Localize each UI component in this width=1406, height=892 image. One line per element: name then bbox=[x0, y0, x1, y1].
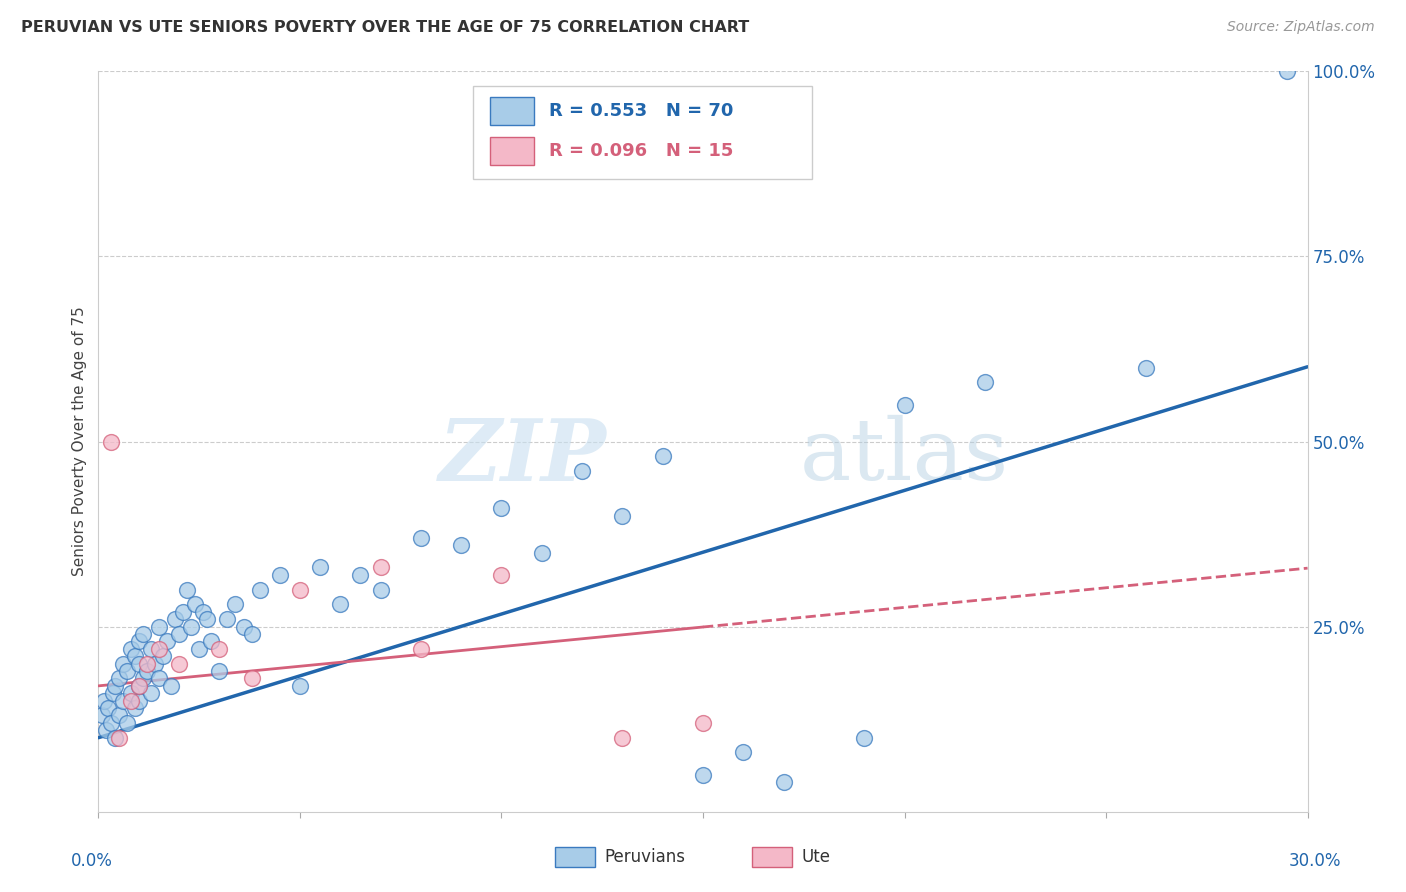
Point bbox=[128, 694, 150, 708]
Text: R = 0.096   N = 15: R = 0.096 N = 15 bbox=[550, 143, 734, 161]
Point bbox=[120, 641, 142, 656]
Point bbox=[224, 598, 246, 612]
Point bbox=[111, 657, 134, 671]
Point bbox=[115, 715, 138, 730]
Point bbox=[163, 612, 186, 626]
Point bbox=[103, 679, 125, 693]
Point bbox=[176, 582, 198, 597]
Point bbox=[772, 775, 794, 789]
Point bbox=[135, 657, 157, 671]
Point bbox=[91, 708, 114, 723]
Point bbox=[152, 649, 174, 664]
Point bbox=[240, 672, 263, 686]
Point bbox=[370, 582, 392, 597]
Text: atlas: atlas bbox=[800, 415, 1010, 498]
Point bbox=[100, 434, 122, 449]
Point bbox=[409, 641, 432, 656]
Point bbox=[309, 560, 332, 574]
Point bbox=[139, 686, 162, 700]
Point bbox=[107, 672, 129, 686]
Text: Peruvians: Peruvians bbox=[605, 848, 686, 866]
Point bbox=[135, 664, 157, 678]
Point bbox=[124, 701, 146, 715]
Point bbox=[128, 657, 150, 671]
Point bbox=[180, 619, 202, 633]
FancyBboxPatch shape bbox=[491, 137, 534, 165]
Point bbox=[107, 731, 129, 745]
Point bbox=[132, 672, 155, 686]
Point bbox=[288, 582, 311, 597]
Point bbox=[184, 598, 207, 612]
Point bbox=[217, 612, 239, 626]
Text: Ute: Ute bbox=[801, 848, 831, 866]
Point bbox=[612, 731, 634, 745]
Point bbox=[148, 641, 170, 656]
Point bbox=[232, 619, 254, 633]
Point bbox=[208, 664, 231, 678]
Point bbox=[115, 664, 138, 678]
Point bbox=[96, 723, 118, 738]
FancyBboxPatch shape bbox=[474, 87, 811, 178]
Point bbox=[530, 546, 553, 560]
Point bbox=[1135, 360, 1157, 375]
Point bbox=[160, 679, 183, 693]
Point bbox=[269, 567, 291, 582]
Y-axis label: Seniors Poverty Over the Age of 75: Seniors Poverty Over the Age of 75 bbox=[72, 307, 87, 576]
Point bbox=[143, 657, 166, 671]
Point bbox=[612, 508, 634, 523]
Point bbox=[288, 679, 311, 693]
Point bbox=[93, 694, 115, 708]
Point bbox=[893, 398, 915, 412]
Point bbox=[120, 694, 142, 708]
Text: ZIP: ZIP bbox=[439, 415, 606, 498]
Point bbox=[167, 627, 190, 641]
Point bbox=[208, 641, 231, 656]
Point bbox=[692, 767, 714, 781]
Text: R = 0.553   N = 70: R = 0.553 N = 70 bbox=[550, 103, 734, 120]
Point bbox=[491, 567, 513, 582]
Point bbox=[139, 641, 162, 656]
Point bbox=[100, 715, 122, 730]
Point bbox=[370, 560, 392, 574]
Point bbox=[240, 627, 263, 641]
Point bbox=[128, 679, 150, 693]
Point bbox=[329, 598, 352, 612]
Point bbox=[733, 746, 755, 760]
Point bbox=[1277, 64, 1299, 78]
Point bbox=[148, 672, 170, 686]
Point bbox=[349, 567, 371, 582]
Point bbox=[148, 619, 170, 633]
Point bbox=[124, 649, 146, 664]
Point bbox=[249, 582, 271, 597]
Text: 0.0%: 0.0% bbox=[70, 852, 112, 870]
Point bbox=[120, 686, 142, 700]
Text: PERUVIAN VS UTE SENIORS POVERTY OVER THE AGE OF 75 CORRELATION CHART: PERUVIAN VS UTE SENIORS POVERTY OVER THE… bbox=[21, 20, 749, 35]
Point bbox=[103, 731, 125, 745]
Point bbox=[156, 634, 179, 648]
Point bbox=[853, 731, 876, 745]
Point bbox=[128, 679, 150, 693]
Point bbox=[193, 605, 215, 619]
Point bbox=[132, 627, 155, 641]
Point bbox=[188, 641, 211, 656]
Point bbox=[101, 686, 124, 700]
Point bbox=[97, 701, 120, 715]
Point bbox=[195, 612, 218, 626]
Point bbox=[107, 708, 129, 723]
Point bbox=[200, 634, 222, 648]
Point bbox=[111, 694, 134, 708]
Point bbox=[692, 715, 714, 730]
Point bbox=[172, 605, 194, 619]
Point bbox=[128, 634, 150, 648]
Point bbox=[974, 376, 997, 390]
FancyBboxPatch shape bbox=[491, 97, 534, 126]
Text: Source: ZipAtlas.com: Source: ZipAtlas.com bbox=[1227, 20, 1375, 34]
Text: 30.0%: 30.0% bbox=[1288, 852, 1341, 870]
Point bbox=[450, 538, 472, 552]
Point bbox=[651, 450, 673, 464]
Point bbox=[167, 657, 190, 671]
Point bbox=[491, 501, 513, 516]
Point bbox=[409, 531, 432, 545]
Point bbox=[571, 464, 593, 478]
